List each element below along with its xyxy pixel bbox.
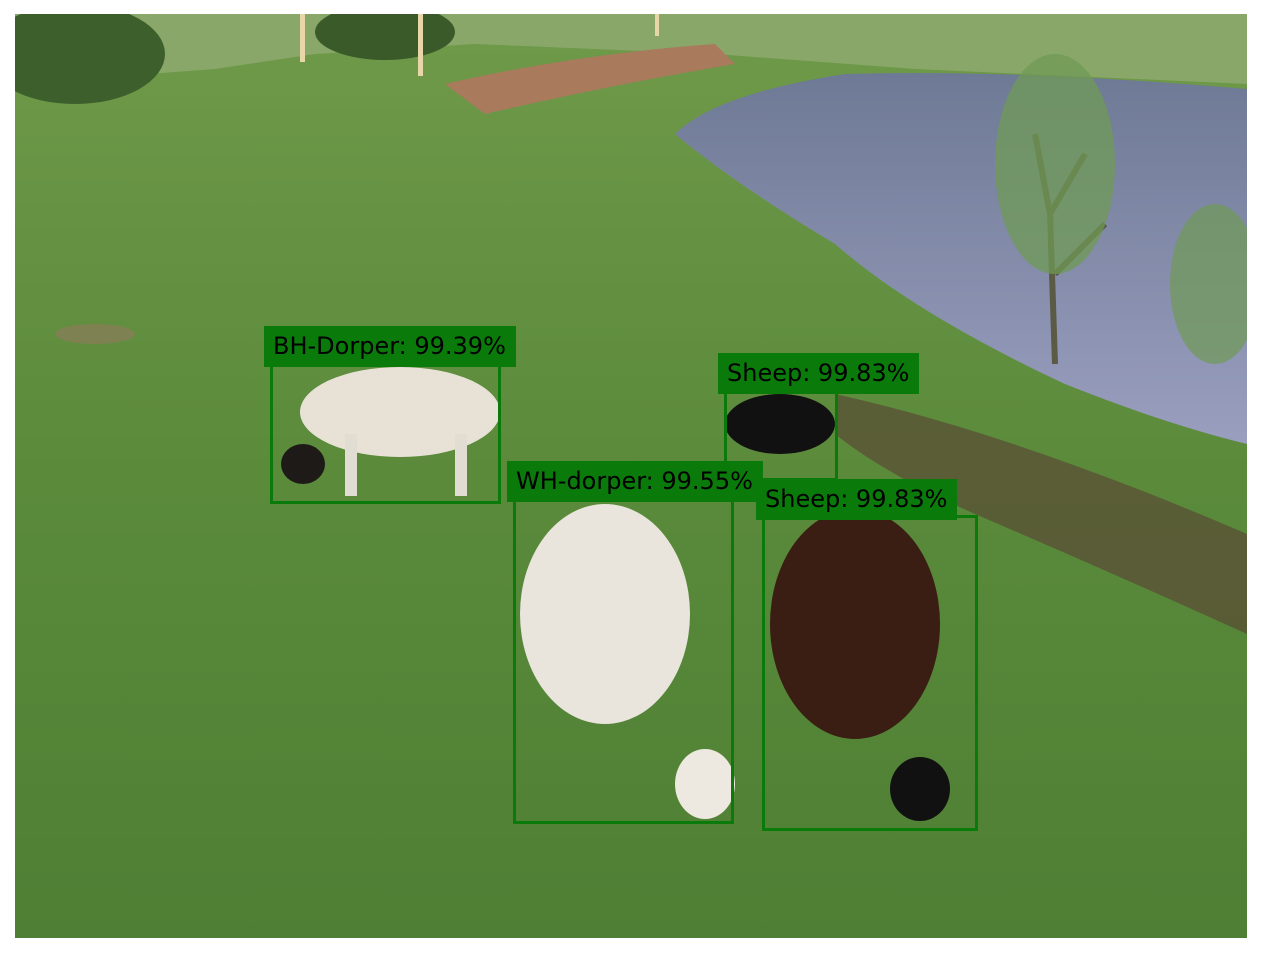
bounding-box-wh-dorper <box>513 497 734 824</box>
bounding-box-sheep-brown <box>762 515 978 831</box>
detection-label-wh-dorper: WH-dorper: 99.55% <box>507 461 763 502</box>
detection-label-sheep-brown: Sheep: 99.83% <box>756 479 958 520</box>
detection-label-bh-dorper: BH-Dorper: 99.39% <box>264 326 516 367</box>
bounding-box-bh-dorper <box>270 362 501 504</box>
pasture-photo <box>15 14 1247 938</box>
detection-label-sheep-black: Sheep: 99.83% <box>718 353 920 394</box>
